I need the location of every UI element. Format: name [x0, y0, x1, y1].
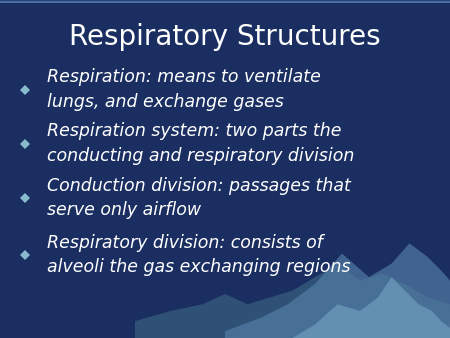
Polygon shape — [292, 277, 450, 338]
Text: Respiration: means to ventilate
lungs, and exchange gases: Respiration: means to ventilate lungs, a… — [47, 68, 321, 111]
Text: Respiration system: two parts the
conducting and respiratory division: Respiration system: two parts the conduc… — [47, 122, 355, 165]
Polygon shape — [135, 264, 450, 338]
Text: Respiratory division: consists of
alveoli the gas exchanging regions: Respiratory division: consists of alveol… — [47, 234, 351, 276]
Text: Conduction division: passages that
serve only airflow: Conduction division: passages that serve… — [47, 176, 351, 219]
Text: Respiratory Structures: Respiratory Structures — [69, 23, 381, 51]
Polygon shape — [225, 243, 450, 338]
